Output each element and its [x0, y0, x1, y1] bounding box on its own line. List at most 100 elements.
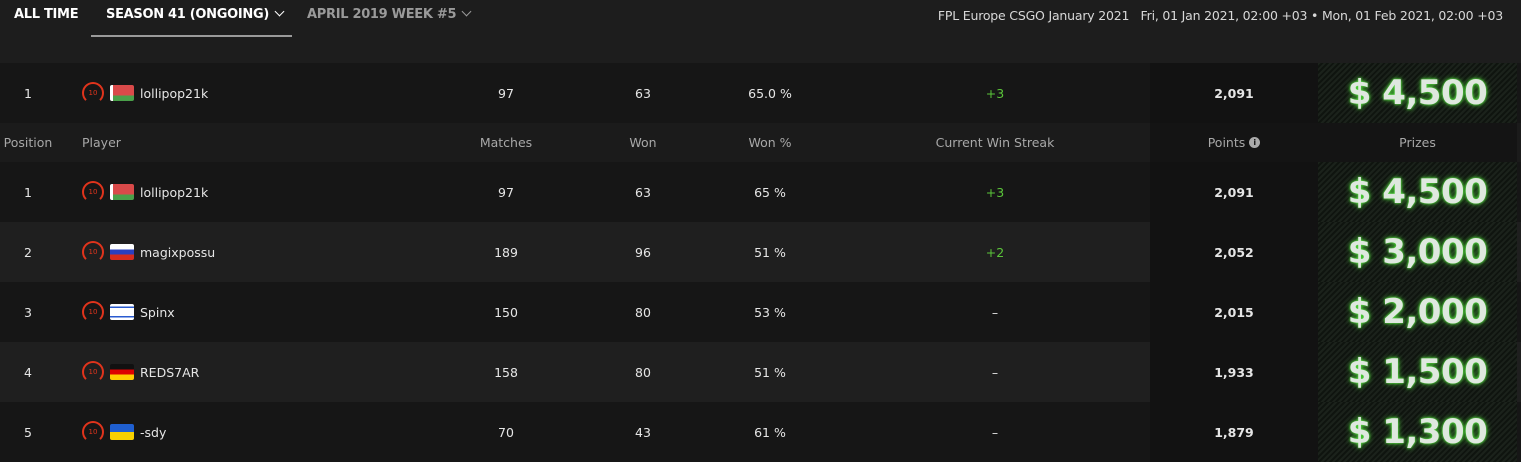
player-name[interactable]: REDS7AR [140, 364, 200, 380]
header-streak: Current Win Streak [935, 135, 1055, 150]
player-name[interactable]: -sdy [140, 424, 167, 440]
win-streak: – [991, 424, 999, 440]
tab-week[interactable]: APRIL 2019 WEEK #5 [307, 6, 472, 22]
skill-level-icon: 10 [82, 181, 104, 203]
header-position: Position [3, 135, 53, 150]
tournament-info: FPL Europe CSGO January 2021 Fri, 01 Jan… [937, 8, 1503, 23]
flag-belarus-icon [110, 184, 134, 200]
header-prizes: Prizes [1318, 123, 1517, 162]
matches: 97 [498, 184, 514, 200]
prize-amount: $ 2,000 [1347, 292, 1488, 332]
player[interactable]: 10 Spinx [82, 282, 175, 342]
highlight-row[interactable]: 1 10 lollipop21k 97 63 65.0 % +3 2,091 $ … [0, 63, 1521, 123]
player-name[interactable]: lollipop21k [140, 85, 209, 101]
table-header: Position Player Matches Won Won % Curren… [0, 123, 1521, 162]
prize-amount: $ 4,500 [1347, 73, 1488, 113]
prize: $ 4,500 [1318, 63, 1517, 123]
table-row[interactable]: 5 10 -sdy 70 43 61 % – 1,879 $ 1,300 [0, 402, 1521, 462]
info-icon[interactable]: i [1249, 137, 1261, 148]
win-streak: – [991, 364, 999, 380]
skill-level-icon: 10 [82, 241, 104, 263]
position: 1 [24, 85, 32, 101]
win-streak: +3 [985, 85, 1005, 101]
points: 2,052 [1150, 222, 1318, 282]
chevron-down-icon [274, 6, 285, 17]
player-name[interactable]: lollipop21k [140, 184, 209, 200]
won-pct: 51 % [754, 364, 786, 380]
tab-all-time[interactable]: ALL TIME [14, 7, 79, 22]
position: 2 [24, 244, 32, 260]
won: 80 [635, 304, 651, 320]
won-pct: 65.0 % [748, 85, 792, 101]
flag-ukraine-icon [110, 424, 134, 440]
prize-amount: $ 1,500 [1347, 352, 1488, 392]
prize: $ 4,500 [1318, 162, 1517, 222]
skill-level-icon: 10 [82, 421, 104, 443]
skill-level-icon: 10 [82, 82, 104, 104]
player-name[interactable]: Spinx [140, 304, 175, 320]
table-row[interactable]: 3 10 Spinx 150 80 53 % – 2,015 $ 2,000 [0, 282, 1521, 342]
player-name[interactable]: magixpossu [140, 244, 216, 260]
points: 1,879 [1150, 402, 1318, 462]
player[interactable]: 10 lollipop21k [82, 162, 208, 222]
won-pct: 51 % [754, 244, 786, 260]
tab-label: APRIL 2019 WEEK #5 [307, 7, 457, 22]
tab-label: ALL TIME [14, 7, 79, 22]
skill-level-icon: 10 [82, 361, 104, 383]
top-bar: ALL TIME SEASON 41 (ONGOING) APRIL 2019 … [0, 0, 1521, 63]
points: 2,091 [1150, 162, 1318, 222]
won: 63 [635, 184, 651, 200]
chevron-down-icon [461, 6, 472, 17]
prize-amount: $ 4,500 [1347, 172, 1488, 212]
matches: 97 [498, 85, 514, 101]
prize: $ 1,300 [1318, 402, 1517, 462]
matches: 189 [494, 244, 518, 260]
table-row[interactable]: 2 10 magixpossu 189 96 51 % +2 2,052 $ 3,… [0, 222, 1521, 282]
matches: 70 [498, 424, 514, 440]
prize: $ 1,500 [1318, 342, 1517, 402]
win-streak: +3 [985, 184, 1005, 200]
prize: $ 3,000 [1318, 222, 1517, 282]
position: 4 [24, 364, 32, 380]
prize-amount: $ 3,000 [1347, 232, 1488, 272]
matches: 158 [494, 364, 518, 380]
header-matches: Matches [479, 135, 533, 150]
player[interactable]: 10 magixpossu [82, 222, 215, 282]
player[interactable]: 10 -sdy [82, 402, 166, 462]
win-streak: +2 [985, 244, 1005, 260]
table-row[interactable]: 1 10 lollipop21k 97 63 65 % +3 2,091 $ 4,… [0, 162, 1521, 222]
position: 1 [24, 184, 32, 200]
flag-russia-icon [110, 244, 134, 260]
tab-season[interactable]: SEASON 41 (ONGOING) [106, 6, 285, 22]
won: 96 [635, 244, 651, 260]
header-player: Player [82, 135, 121, 150]
player[interactable]: 10 REDS7AR [82, 342, 199, 402]
player[interactable]: 10 lollipop21k [82, 63, 208, 123]
position: 3 [24, 304, 32, 320]
points: 2,015 [1150, 282, 1318, 342]
points: 2,091 [1150, 63, 1318, 123]
won: 80 [635, 364, 651, 380]
prize: $ 2,000 [1318, 282, 1517, 342]
won: 43 [635, 424, 651, 440]
skill-level-icon: 10 [82, 301, 104, 323]
header-points-label: Points [1207, 135, 1246, 150]
active-tab-indicator [91, 35, 292, 37]
position: 5 [24, 424, 32, 440]
flag-germany-icon [110, 364, 134, 380]
won-pct: 61 % [754, 424, 786, 440]
table-row[interactable]: 4 10 REDS7AR 158 80 51 % – 1,933 $ 1,500 [0, 342, 1521, 402]
prize-amount: $ 1,300 [1347, 412, 1488, 452]
header-won-pct: Won % [748, 135, 792, 150]
won-pct: 53 % [754, 304, 786, 320]
points: 1,933 [1150, 342, 1318, 402]
flag-israel-icon [110, 304, 134, 320]
win-streak: – [991, 304, 999, 320]
header-points: Points i [1150, 123, 1318, 162]
won-pct: 65 % [754, 184, 786, 200]
won: 63 [635, 85, 651, 101]
matches: 150 [494, 304, 518, 320]
flag-belarus-icon [110, 85, 134, 101]
tab-label: SEASON 41 (ONGOING) [106, 7, 269, 22]
header-won: Won [629, 135, 657, 150]
